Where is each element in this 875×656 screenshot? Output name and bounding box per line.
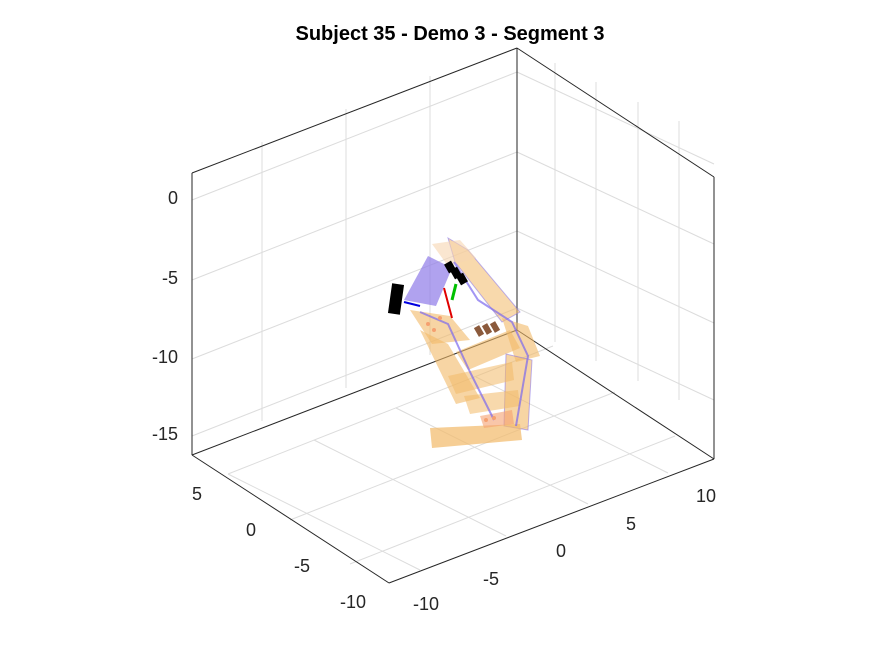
contact-marker <box>473 325 485 337</box>
joint-line <box>453 261 530 427</box>
axes-box <box>191 47 715 584</box>
x-axis-indicator <box>443 287 453 319</box>
contact-point <box>484 418 488 422</box>
chart-title: Subject 35 - Demo 3 - Segment 3 <box>296 23 605 45</box>
finger-segment <box>430 424 522 448</box>
y-tick-label: 0 <box>246 520 256 540</box>
x-tick-label: -5 <box>483 569 499 589</box>
z-tick-label: -15 <box>152 424 178 444</box>
x-tick-label: 10 <box>696 486 716 506</box>
y-axis-ticks: 5 0 -5 -10 <box>192 484 366 612</box>
contact-point <box>432 328 436 332</box>
y-tick-label: 5 <box>192 484 202 504</box>
x-axis-ticks: -10 -5 0 5 10 <box>413 486 716 614</box>
z-axis-indicator <box>403 301 421 307</box>
finger-segment <box>432 240 476 266</box>
z-tick-label: 0 <box>168 188 178 208</box>
sensor-marker <box>456 272 468 286</box>
contact-marker <box>481 323 493 335</box>
sensor-marker <box>387 283 405 315</box>
x-tick-label: 0 <box>556 541 566 561</box>
y-tick-label: -5 <box>294 556 310 576</box>
x-tick-label: -10 <box>413 594 439 614</box>
finger-segment <box>456 330 520 370</box>
finger-segment <box>448 362 514 394</box>
y-axis-indicator <box>450 283 458 301</box>
z-tick-label: -5 <box>162 268 178 288</box>
contact-point <box>426 322 430 326</box>
joint-line <box>419 311 495 421</box>
contact-point <box>438 316 442 320</box>
z-tick-label: -10 <box>152 347 178 367</box>
finger-segment <box>410 310 470 344</box>
contact-marker <box>489 321 501 333</box>
palm-segment <box>404 256 452 306</box>
finger-segment <box>480 410 514 428</box>
z-axis-ticks: 0 -5 -10 -15 <box>152 188 178 444</box>
grid-lines <box>191 63 715 571</box>
y-tick-label: -10 <box>340 592 366 612</box>
hand-model <box>387 236 540 448</box>
finger-segment <box>464 390 520 414</box>
contact-point <box>492 416 496 420</box>
x-tick-label: 5 <box>626 514 636 534</box>
